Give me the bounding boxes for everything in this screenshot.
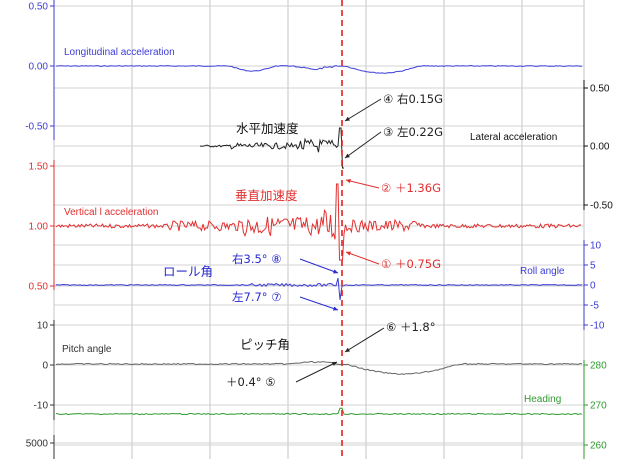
series-label: Vertical l acceleration — [64, 207, 159, 218]
annotation-label: ③ 左0.22G — [383, 125, 443, 139]
annotation-arrow — [344, 327, 385, 353]
annotation-label: ① ＋0.75G — [381, 257, 441, 271]
series-label: Lateral acceleration — [470, 132, 557, 143]
annotation-label: ⑥ ＋1.8° — [386, 320, 436, 334]
annotation-arrow — [344, 131, 382, 159]
series-label: Heading — [524, 394, 561, 405]
annotation-label: ＋0.4° ⑤ — [226, 375, 276, 389]
annotation-2: ② ＋1.36G — [345, 178, 441, 195]
tick-label: 10 — [37, 321, 49, 332]
tick-label: -10 — [34, 401, 49, 412]
annotation-label: 右3.5° ⑧ — [232, 252, 282, 266]
series-traces — [55, 65, 583, 416]
annotation-arrow — [299, 258, 339, 274]
series-line-roll — [55, 277, 583, 301]
labels: Longitudinal acceleration Lateral acceler… — [62, 47, 565, 405]
tick-label: 260 — [590, 441, 607, 452]
series-jp-label: ピッチ角 — [240, 337, 290, 352]
annotations: ④ 右0.15G ③ 左0.22G ② ＋1.36G ① ＋0.75G 右3.5° ⑧ 左… — [226, 92, 443, 389]
tick-label: -0.50 — [590, 201, 613, 212]
annotation-arrowhead — [333, 306, 338, 311]
series-line-pitch — [55, 360, 582, 375]
tick-label: 280 — [590, 361, 607, 372]
series-line-heading — [55, 407, 583, 416]
annotation-arrowhead — [345, 347, 350, 352]
annotation-label: ② ＋1.36G — [381, 181, 441, 195]
annotation-arrowhead — [345, 153, 350, 158]
annotation-4: ④ 右0.15G — [344, 92, 443, 122]
series-label: Longitudinal acceleration — [64, 47, 175, 58]
tick-label: -10 — [590, 321, 605, 332]
tick-label: 1.00 — [29, 222, 49, 233]
tick-label: -0.50 — [25, 122, 48, 133]
series-jp-label: ロール角 — [163, 264, 213, 279]
tick-label: 0 — [42, 361, 48, 372]
tick-label: 0 — [590, 281, 596, 292]
annotation-arrow — [299, 296, 339, 311]
annotation-arrowhead — [345, 116, 350, 121]
annotation-arrowhead — [346, 178, 351, 184]
annotation-8: 右3.5° ⑧ — [232, 252, 339, 274]
tick-label: 0.00 — [590, 142, 610, 153]
annotation-arrowhead — [333, 269, 338, 274]
tick-label: 0.50 — [29, 2, 49, 13]
tick-label: 0.50 — [29, 282, 49, 293]
annotation-arrow — [345, 251, 380, 265]
annotation-label: 左7.7° ⑦ — [232, 290, 282, 304]
series-line-lateral — [200, 127, 344, 169]
annotation-arrow — [345, 179, 380, 189]
tick-label: -5 — [590, 301, 599, 312]
series-label: Roll angle — [520, 266, 565, 277]
axes: 0.50 0.00 -0.50 0.50 0.00 -0.50 1.50 1.00 0.50 10… — [25, 0, 613, 459]
tick-label: 270 — [590, 401, 607, 412]
series-line-longitudinal — [56, 65, 583, 74]
tick-label: 0.50 — [590, 84, 610, 95]
annotation-arrow — [344, 98, 382, 122]
tick-label: 5 — [590, 261, 596, 272]
series-label: Pitch angle — [62, 344, 112, 355]
annotation-3: ③ 左0.22G — [344, 125, 443, 159]
series-jp-label: 水平加速度 — [236, 121, 299, 136]
tick-label: 5000 — [26, 439, 49, 450]
annotation-arrow — [295, 361, 338, 383]
annotation-6: ⑥ ＋1.8° — [344, 320, 436, 353]
series-line-vertical — [55, 183, 582, 261]
annotation-arrowhead — [346, 251, 351, 256]
series-jp-label: 垂直加速度 — [235, 188, 298, 203]
annotation-1: ① ＋0.75G — [345, 251, 441, 271]
tick-label: 0.00 — [29, 62, 49, 73]
annotation-5: ＋0.4° ⑤ — [226, 361, 338, 389]
annotation-7: 左7.7° ⑦ — [232, 290, 339, 311]
annotation-label: ④ 右0.15G — [383, 92, 443, 106]
tick-label: 10 — [590, 241, 602, 252]
tick-label: 1.50 — [29, 162, 49, 173]
annotation-arrowhead — [332, 362, 337, 366]
